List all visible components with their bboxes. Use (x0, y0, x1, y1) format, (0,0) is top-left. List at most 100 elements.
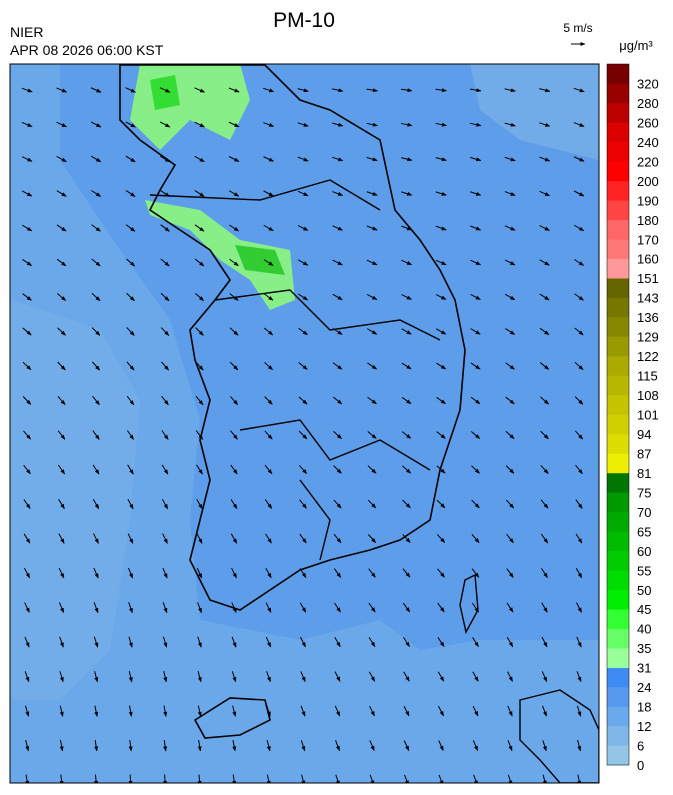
wind-arrow (298, 327, 308, 336)
wind-arrow (505, 328, 516, 335)
wind-arrow (403, 637, 410, 648)
wind-arrow (435, 157, 447, 162)
wind-arrow (504, 293, 516, 301)
wind-arrow (435, 328, 447, 335)
wind-arrow (403, 671, 410, 682)
wind-arrow (57, 396, 66, 406)
wind-arrow (334, 705, 341, 717)
wind-arrow (436, 499, 446, 509)
wind-arrow (574, 430, 584, 440)
colorbar-label: 240 (637, 135, 659, 150)
wind-arrow (93, 533, 99, 544)
wind-arrow (539, 88, 551, 93)
colorbar-segment (607, 395, 629, 415)
wind-arrow (195, 361, 204, 371)
wind-arrow (230, 464, 238, 475)
wind-arrow (542, 774, 547, 783)
wind-arrow (366, 157, 378, 162)
wind-arrow (163, 774, 168, 783)
colorbar-segment (607, 200, 629, 221)
wind-arrow (263, 259, 274, 266)
wind-arrow (367, 362, 377, 370)
map (10, 64, 599, 783)
wind-arrow (196, 498, 203, 510)
wind-arrow (504, 88, 516, 93)
colorbar-label: 260 (637, 115, 659, 130)
wind-arrow (438, 705, 444, 717)
wind-arrow (90, 155, 102, 163)
wind-arrow (126, 292, 135, 302)
wind-arrow (266, 774, 271, 783)
wind-arrow (542, 705, 547, 717)
wind-arrow (24, 636, 30, 648)
wind-arrow (128, 602, 133, 614)
wind-arrow (436, 534, 446, 543)
wind-arrow (574, 361, 584, 371)
wind-arrow (229, 224, 240, 232)
wind-arrow (299, 568, 307, 579)
unit: μg/m³ (619, 38, 653, 53)
wind-arrow (367, 465, 377, 474)
wind-arrow (94, 705, 99, 717)
colorbar-label: 50 (637, 583, 651, 598)
colorbar-label: 320 (637, 76, 659, 91)
wind-arrow (539, 327, 550, 336)
wind-arrow (332, 396, 343, 405)
wind-arrow (402, 465, 411, 474)
wind-arrow (22, 361, 32, 371)
wind-arrow (57, 464, 66, 475)
wind-arrow (575, 567, 583, 579)
wind-arrow (368, 602, 376, 613)
wind-arrow (507, 740, 513, 752)
pollution-patch (235, 245, 285, 275)
wind-arrow (21, 190, 33, 197)
wind-arrow (263, 224, 274, 232)
wind-arrow (540, 465, 549, 474)
wind-arrow (332, 293, 343, 301)
wind-arrow (297, 259, 309, 266)
wind-arrow (576, 602, 582, 613)
wind-arrow (470, 294, 481, 300)
colorbar-segment (607, 589, 629, 610)
wind-arrow (438, 774, 444, 783)
wind-arrow (297, 122, 309, 127)
colorbar-segment (607, 570, 629, 591)
wind-arrow (539, 190, 550, 197)
wind-arrow (298, 293, 309, 301)
wind-arrow (435, 294, 447, 300)
colorbar-label: 151 (637, 271, 659, 286)
wind-arrow (473, 774, 478, 783)
wind-arrow (332, 122, 344, 127)
wind-arrow (160, 292, 170, 302)
wind-arrow (574, 293, 584, 301)
wind-arrow (504, 259, 516, 266)
wind-arrow (369, 740, 375, 752)
colorbar-label: 6 (637, 739, 644, 754)
wind-arrow (540, 533, 549, 544)
wind-arrow (504, 156, 516, 162)
colorbar-label: 60 (637, 544, 651, 559)
wind-arrow (366, 88, 378, 93)
wind-arrow (58, 499, 65, 510)
pollution-patch (150, 75, 180, 110)
wind-arrow (127, 498, 134, 510)
wind-arrow (228, 121, 240, 128)
wind-arrow (195, 327, 204, 336)
colorbar-segment (607, 336, 629, 357)
wind-arrow (506, 533, 514, 544)
wind-arrow (366, 122, 378, 127)
wind-arrow (400, 88, 413, 93)
wind-arrow (197, 636, 202, 648)
wind-arrow (91, 190, 102, 197)
wind-arrow (470, 122, 482, 127)
colorbar-label: 220 (637, 154, 659, 169)
wind-arrow (471, 602, 480, 613)
colorbar-label: 12 (637, 719, 651, 734)
wind-arrow (128, 705, 133, 717)
wind-arrow (125, 189, 136, 198)
wind-arrow (299, 602, 307, 613)
colorbar-segment (607, 83, 629, 104)
wind-arrow (541, 671, 548, 682)
wind-arrow (368, 568, 376, 578)
